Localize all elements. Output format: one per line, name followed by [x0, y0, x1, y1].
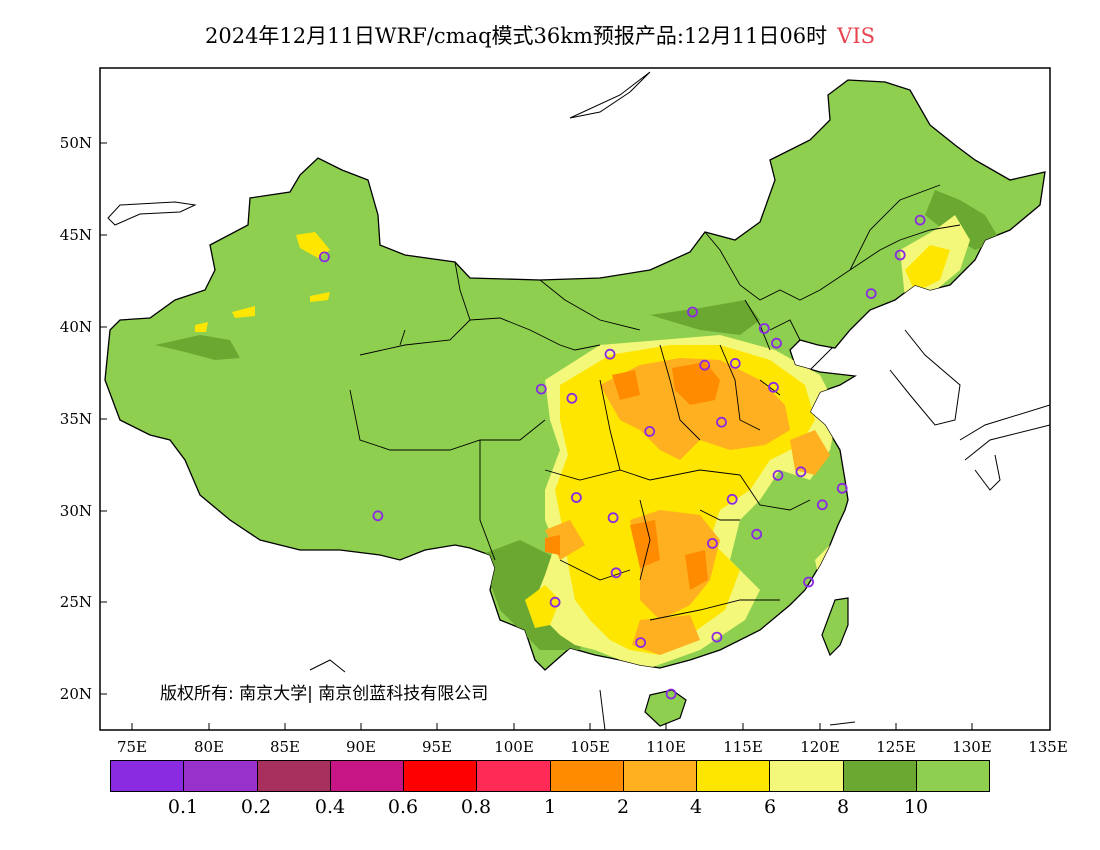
station-marker [707, 538, 718, 549]
lat-label-35n: 35N [59, 410, 92, 428]
legend-label-0-2: 0.2 [240, 796, 272, 818]
lat-ticks [100, 142, 107, 695]
station-marker [768, 381, 779, 393]
legend-swatch-10 [770, 761, 844, 791]
legend-label-1: 1 [543, 796, 557, 818]
west-yellow-spots [195, 232, 330, 332]
legend-label-2: 2 [616, 796, 630, 818]
station-marker [318, 251, 330, 263]
station-marker [549, 596, 561, 608]
lon-label-110e: 110E [646, 738, 686, 756]
station-marker [894, 249, 906, 261]
lon-ticks [131, 723, 973, 730]
yellow-zone [525, 245, 950, 655]
dark-orange-zone [545, 362, 720, 590]
taiwan-land [821, 597, 849, 657]
legend-label-10: 10 [903, 796, 929, 818]
legend-swatch-4 [330, 761, 404, 791]
lon-label-125e: 125E [876, 738, 916, 756]
station-marker [726, 493, 738, 505]
station-marker [729, 357, 741, 369]
legend-swatch-12 [916, 761, 989, 791]
station-marker [803, 576, 814, 588]
station-marker [816, 499, 828, 511]
visibility-shading [155, 190, 1000, 668]
orange-zone [545, 358, 830, 655]
legend-swatch-6 [477, 761, 551, 791]
legend-swatch-5 [404, 761, 478, 791]
title-main: 2024年12月11日WRF/cmaq模式36km预报产品:12月11日06时 [204, 24, 828, 48]
legend-swatch-1 [111, 761, 185, 791]
neighbor-coastline [107, 71, 1050, 730]
station-marker [711, 631, 723, 643]
lon-label-85e: 85E [269, 738, 301, 756]
hainan-land [644, 689, 687, 727]
lon-label-100e: 100E [494, 738, 534, 756]
legend-label-0-1: 0.1 [167, 796, 199, 818]
legend-swatch-2 [184, 761, 258, 791]
station-markers [318, 214, 926, 700]
legend-swatch-9 [697, 761, 771, 791]
lat-label-20n: 20N [59, 685, 92, 703]
color-legend [110, 760, 990, 792]
legend-label-0-6: 0.6 [387, 796, 419, 818]
station-marker [751, 528, 763, 540]
station-marker [644, 425, 656, 437]
station-marker [566, 392, 578, 404]
station-marker [535, 383, 547, 395]
lon-label-120e: 120E [800, 738, 840, 756]
station-marker [635, 637, 646, 648]
map-frame [99, 67, 1051, 731]
lon-label-75e: 75E [116, 738, 148, 756]
lon-label-130e: 130E [952, 738, 992, 756]
station-marker [665, 688, 677, 700]
lon-label-90e: 90E [345, 738, 377, 756]
station-marker [607, 512, 619, 524]
station-marker [795, 466, 807, 478]
station-marker [610, 567, 622, 579]
station-marker [372, 510, 384, 522]
legend-label-0-8: 0.8 [460, 796, 492, 818]
lat-label-50n: 50N [59, 134, 92, 152]
station-marker [699, 359, 711, 371]
station-marker [836, 482, 848, 494]
station-marker [716, 416, 727, 428]
lon-label-135e: 135E [1028, 738, 1068, 756]
station-marker [865, 288, 877, 300]
station-marker [604, 348, 616, 360]
lon-label-115e: 115E [723, 738, 763, 756]
lat-label-40n: 40N [59, 318, 92, 336]
province-boundaries [349, 184, 961, 621]
station-marker [687, 306, 698, 318]
lat-label-45n: 45N [59, 226, 92, 244]
station-marker [758, 323, 770, 334]
legend-label-8: 8 [836, 796, 850, 818]
lon-label-95e: 95E [421, 738, 453, 756]
legend-swatch-7 [550, 761, 624, 791]
legend-label-0-4: 0.4 [314, 796, 346, 818]
lon-label-80e: 80E [193, 738, 225, 756]
lon-label-105e: 105E [570, 738, 610, 756]
station-marker [771, 337, 782, 349]
legend-swatch-3 [257, 761, 331, 791]
legend-swatch-11 [843, 761, 917, 791]
title-variable: VIS [837, 24, 876, 48]
map-title: 2024年12月11日WRF/cmaq模式36km预报产品:12月11日06时 V… [0, 20, 1080, 50]
station-marker [914, 214, 926, 226]
copyright-notice: 版权所有: 南京大学| 南京创蓝科技有限公司 [160, 684, 489, 704]
legend-label-6: 6 [763, 796, 777, 818]
lat-label-25n: 25N [59, 593, 92, 611]
legend-label-4: 4 [689, 796, 703, 818]
map-layers [104, 71, 1050, 730]
legend-swatch-8 [623, 761, 697, 791]
station-marker [772, 469, 784, 481]
station-marker [571, 492, 582, 503]
lat-label-30n: 30N [59, 502, 92, 520]
